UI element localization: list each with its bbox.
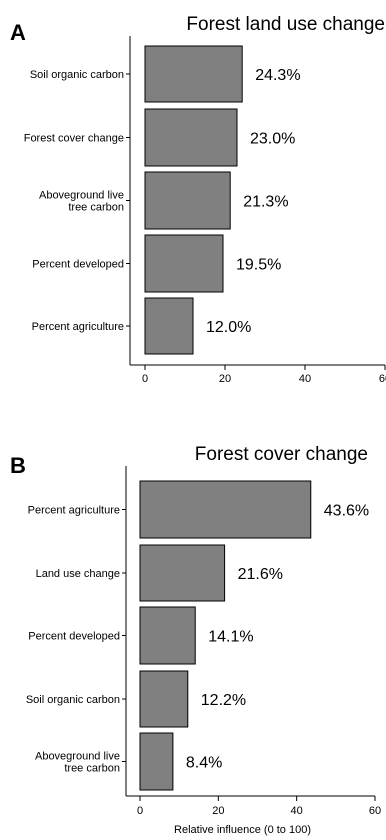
x-tick-label: 0 <box>137 805 143 817</box>
category-label-line: Soil organic carbon <box>30 69 124 81</box>
x-axis-label: Relative influence (0 to 100) <box>174 824 311 836</box>
chart-title: Forest land use change <box>186 14 385 35</box>
bar <box>139 732 174 791</box>
category-label-line: Aboveground live <box>39 190 124 202</box>
x-tick-label: 60 <box>379 373 386 385</box>
bar-value-label: 21.3% <box>243 194 288 211</box>
category-label-line: tree carbon <box>64 763 120 775</box>
category-label-line: Percent developed <box>32 259 124 271</box>
category-label-line: Percent agriculture <box>32 321 124 333</box>
category-label: Forest cover change <box>24 133 124 145</box>
x-tick-label: 40 <box>291 805 303 817</box>
panel-letter: B <box>10 453 26 478</box>
category-label: Percent developed <box>28 631 120 643</box>
category-label-line: Land use change <box>36 568 120 580</box>
category-label: Percent agriculture <box>28 505 120 517</box>
x-tick-label: 0 <box>142 373 148 385</box>
bar <box>139 544 226 602</box>
bar-value-label: 12.2% <box>201 692 246 709</box>
chart-title: Forest cover change <box>195 444 368 465</box>
bar-value-label: 8.4% <box>186 755 222 772</box>
category-label: Land use change <box>36 568 120 580</box>
category-label: Percent developed <box>32 259 124 271</box>
bar-value-label: 19.5% <box>236 257 281 274</box>
bar-value-label: 21.6% <box>238 566 283 583</box>
x-tick-label: 20 <box>219 373 231 385</box>
bar-value-label: 43.6% <box>324 503 369 520</box>
category-label: Percent agriculture <box>32 321 124 333</box>
bar <box>139 670 189 728</box>
bar <box>144 234 224 293</box>
bar <box>144 171 231 230</box>
bar <box>144 297 194 355</box>
category-label-line: Percent developed <box>28 631 120 643</box>
bar <box>139 606 196 665</box>
category-label-line: Percent agriculture <box>28 505 120 517</box>
x-tick-label: 40 <box>299 373 311 385</box>
panel-letter: A <box>10 20 26 45</box>
bar-value-label: 23.0% <box>250 131 295 148</box>
x-tick-label: 20 <box>212 805 224 817</box>
category-label-line: Soil organic carbon <box>26 694 120 706</box>
bar-value-label: 12.0% <box>206 319 251 336</box>
bar <box>144 45 243 103</box>
category-label: Soil organic carbon <box>26 694 120 706</box>
category-label-line: Aboveground live <box>35 751 120 763</box>
category-label-line: Forest cover change <box>24 133 124 145</box>
panel-b: B Forest cover change 43.6% Percent agricul… <box>10 444 381 836</box>
panel-a: A Forest land use change 24.3% Soil organic… <box>10 14 386 385</box>
bar-value-label: 14.1% <box>208 629 253 646</box>
bar-value-label: 24.3% <box>255 67 300 84</box>
category-label: Aboveground live tree carbon <box>35 751 120 775</box>
x-tick-label: 60 <box>369 805 381 817</box>
bar <box>139 480 312 539</box>
category-label-line: tree carbon <box>68 202 124 214</box>
category-label: Soil organic carbon <box>30 69 124 81</box>
bar <box>144 108 238 167</box>
category-label: Aboveground live tree carbon <box>39 190 124 214</box>
